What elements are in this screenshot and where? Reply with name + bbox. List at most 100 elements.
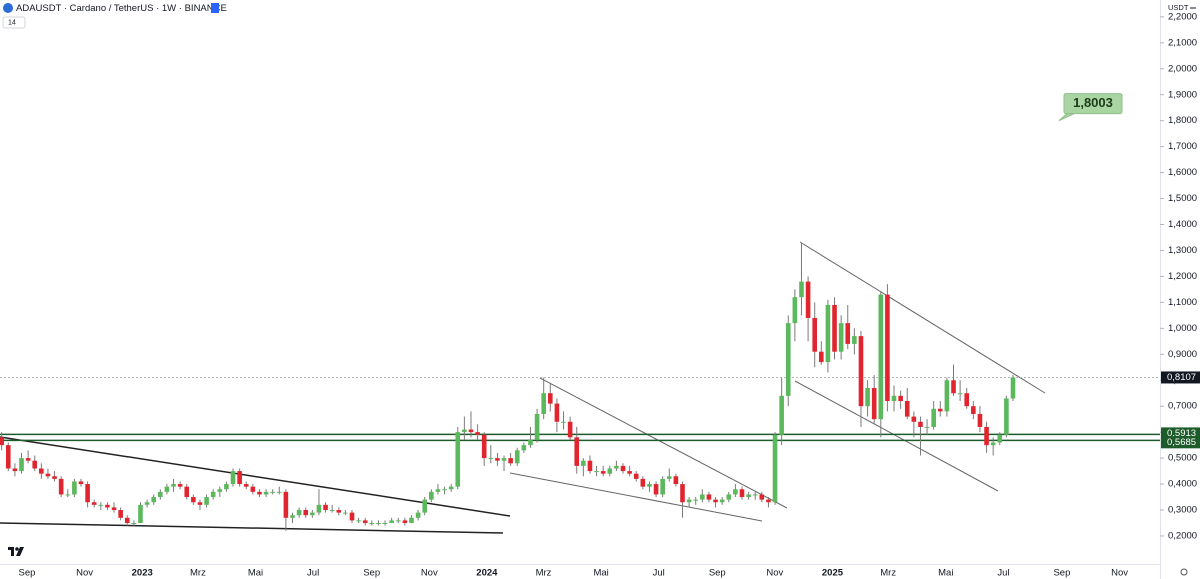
trend-line: [539, 377, 788, 509]
candle-body: [660, 478, 665, 495]
settings-icon[interactable]: [1180, 568, 1188, 576]
candle: [541, 377, 546, 420]
candle-body: [468, 429, 474, 433]
candle: [964, 388, 970, 409]
candle-body: [686, 499, 692, 503]
candle: [931, 401, 936, 430]
candle: [706, 491, 712, 503]
candle: [977, 406, 983, 433]
candle: [402, 517, 408, 526]
candle-body: [184, 486, 190, 498]
candle: [25, 450, 31, 464]
candle-body: [237, 471, 242, 485]
candle: [891, 385, 897, 412]
candle: [1010, 375, 1016, 402]
candle: [567, 416, 573, 440]
candle-body: [290, 515, 295, 518]
x-tick-label: Jul: [307, 568, 319, 579]
x-tick-label: Nov: [421, 568, 438, 579]
annotation-box: [1063, 93, 1123, 115]
candle: [640, 476, 646, 490]
candle-body: [32, 460, 38, 469]
candle: [937, 401, 943, 417]
candle: [204, 494, 209, 508]
y-tick-label: 0,4000: [1168, 479, 1197, 490]
candle: [369, 520, 375, 526]
candle-body: [448, 486, 454, 490]
candle-body: [475, 432, 480, 435]
candle: [871, 375, 877, 425]
candle-body: [52, 476, 57, 479]
candle-body: [164, 486, 170, 492]
candle-body: [567, 421, 573, 438]
candle-body: [481, 434, 487, 459]
candle-body: [845, 323, 851, 344]
candle-body: [785, 323, 791, 396]
candle-body: [382, 522, 388, 524]
candle: [521, 442, 527, 453]
candle-body: [5, 445, 11, 469]
logo-part: [15, 547, 19, 551]
candle-body: [25, 458, 31, 461]
candle: [158, 489, 163, 500]
candle: [12, 463, 18, 477]
candle: [858, 330, 864, 427]
candle-body: [442, 489, 447, 491]
candle: [316, 489, 322, 516]
candle-body: [98, 504, 104, 506]
candle-body: [85, 484, 90, 503]
candle-body: [455, 432, 461, 487]
candle: [666, 468, 672, 482]
y-tick-label: 1,6000: [1168, 167, 1197, 178]
chart-title: ADAUSDT · Cardano / TetherUS · 1W · BINA…: [16, 3, 227, 14]
candle-body: [951, 380, 956, 394]
candle: [164, 484, 170, 495]
candle: [58, 476, 64, 498]
candle: [852, 328, 857, 355]
candle-body: [376, 522, 381, 524]
candle-body: [620, 465, 626, 472]
candle: [336, 507, 342, 516]
y-tick-label: 1,5000: [1168, 193, 1197, 204]
candle-body: [336, 510, 342, 513]
candle: [924, 419, 930, 435]
candle-body: [356, 520, 361, 522]
candle-body: [124, 517, 130, 523]
candle-body: [362, 520, 368, 523]
candle-body: [739, 489, 745, 498]
candle-body: [402, 520, 408, 523]
y-tick-label: 0,5000: [1168, 453, 1197, 464]
candle: [944, 377, 950, 417]
candle-body: [144, 502, 150, 505]
candle-body: [12, 468, 18, 472]
candle-body: [514, 450, 520, 464]
candle-body: [944, 380, 950, 412]
candle: [554, 398, 560, 433]
candle-body: [495, 458, 500, 461]
y-tick-label: 2,0000: [1168, 63, 1197, 74]
candle-body: [759, 494, 765, 500]
candle-body: [501, 458, 507, 461]
candle: [395, 517, 401, 523]
candle: [911, 411, 917, 438]
candle: [984, 421, 989, 453]
candle-body: [706, 494, 712, 500]
x-tick-label: 2024: [476, 568, 498, 579]
candle: [362, 517, 368, 526]
y-tick-label: 1,3000: [1168, 245, 1197, 256]
indicator-toggle[interactable]: [2, 16, 26, 29]
candle-body: [825, 304, 831, 363]
candle: [323, 502, 328, 513]
candle-body: [957, 393, 963, 395]
candle-body: [554, 403, 560, 422]
x-tick-label: Mai: [938, 568, 953, 579]
y-tick-label: 1,2000: [1168, 271, 1197, 282]
candle: [752, 491, 758, 500]
candle: [448, 484, 454, 492]
candle: [772, 432, 778, 505]
candle: [177, 481, 183, 490]
trend-lines: [0, 241, 1046, 534]
candle: [98, 502, 104, 511]
annotation-label: 1,8003: [1073, 95, 1113, 110]
